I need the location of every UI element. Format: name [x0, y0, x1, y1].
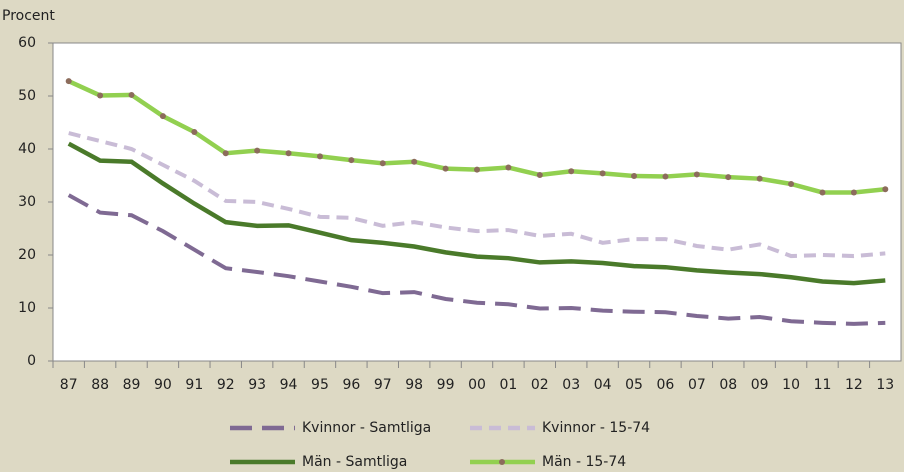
x-tick-label: 07 — [688, 377, 706, 393]
series-marker — [191, 129, 198, 136]
x-tick-label: 96 — [342, 377, 360, 393]
y-tick-label: 40 — [18, 141, 36, 157]
x-tick-label: 98 — [405, 377, 423, 393]
series-marker — [65, 78, 72, 85]
x-tick-label: 06 — [657, 377, 675, 393]
x-tick-label: 09 — [751, 377, 769, 393]
series-line — [67, 193, 886, 326]
x-tick-label: 12 — [845, 377, 863, 393]
legend-label: Män - Samtliga — [302, 454, 407, 470]
x-tick-label: 02 — [531, 377, 549, 393]
series-marker — [348, 157, 355, 164]
x-tick-label: 88 — [91, 377, 109, 393]
x-tick-label: 11 — [814, 377, 832, 393]
series-marker — [474, 166, 480, 173]
y-tick-label: 30 — [18, 194, 36, 210]
series-marker — [850, 189, 857, 196]
x-tick-label: 05 — [625, 377, 643, 393]
y-tick-label: 60 — [18, 35, 36, 51]
series-marker — [379, 160, 386, 167]
y-axis-label: Procent — [2, 8, 55, 24]
x-tick-label: 93 — [248, 377, 266, 393]
x-tick-label: 92 — [217, 377, 235, 393]
series-marker — [316, 153, 323, 160]
series-marker — [568, 168, 575, 175]
series-marker — [819, 189, 826, 196]
series-marker — [254, 147, 261, 154]
x-tick-label: 97 — [374, 377, 392, 393]
series-marker — [882, 186, 889, 193]
series-marker — [128, 91, 135, 98]
series-marker — [285, 150, 292, 157]
x-tick-label: 10 — [782, 377, 800, 393]
series-marker — [788, 180, 795, 187]
series-marker — [442, 165, 449, 172]
x-tick-label: 01 — [499, 377, 517, 393]
x-tick-label: 89 — [123, 377, 141, 393]
y-tick-label: 50 — [18, 88, 36, 104]
x-tick-label: 00 — [468, 377, 486, 393]
series-marker — [662, 173, 669, 180]
x-tick-label: 08 — [719, 377, 737, 393]
x-tick-label: 95 — [311, 377, 329, 393]
x-tick-label: 90 — [154, 377, 172, 393]
series-marker — [725, 174, 732, 181]
x-tick-label: 04 — [594, 377, 612, 393]
y-tick-label: 0 — [27, 353, 36, 369]
legend-label: Män - 15-74 — [542, 454, 626, 470]
legend-label: Kvinnor - 15-74 — [542, 420, 650, 436]
series-marker — [505, 164, 512, 171]
series-marker — [159, 113, 166, 120]
x-tick-label: 87 — [60, 377, 78, 393]
series-marker — [631, 173, 638, 180]
series-marker — [756, 175, 763, 182]
x-tick-label: 13 — [876, 377, 894, 393]
series-marker — [411, 158, 418, 165]
series-marker — [599, 170, 606, 177]
x-tick-label: 91 — [185, 377, 203, 393]
x-tick-label: 99 — [437, 377, 455, 393]
x-tick-label: 03 — [562, 377, 580, 393]
x-tick-label: 94 — [280, 377, 298, 393]
legend-label: Kvinnor - Samtliga — [302, 420, 431, 436]
series-marker — [97, 92, 104, 99]
series-marker — [536, 171, 543, 178]
plot-area — [52, 42, 902, 362]
series-line — [67, 141, 886, 286]
y-tick-label: 20 — [18, 247, 36, 263]
series-marker — [222, 150, 229, 157]
legend-marker — [499, 459, 505, 465]
y-tick-label: 10 — [18, 300, 36, 316]
series-marker — [693, 171, 700, 178]
series-line — [68, 131, 886, 259]
